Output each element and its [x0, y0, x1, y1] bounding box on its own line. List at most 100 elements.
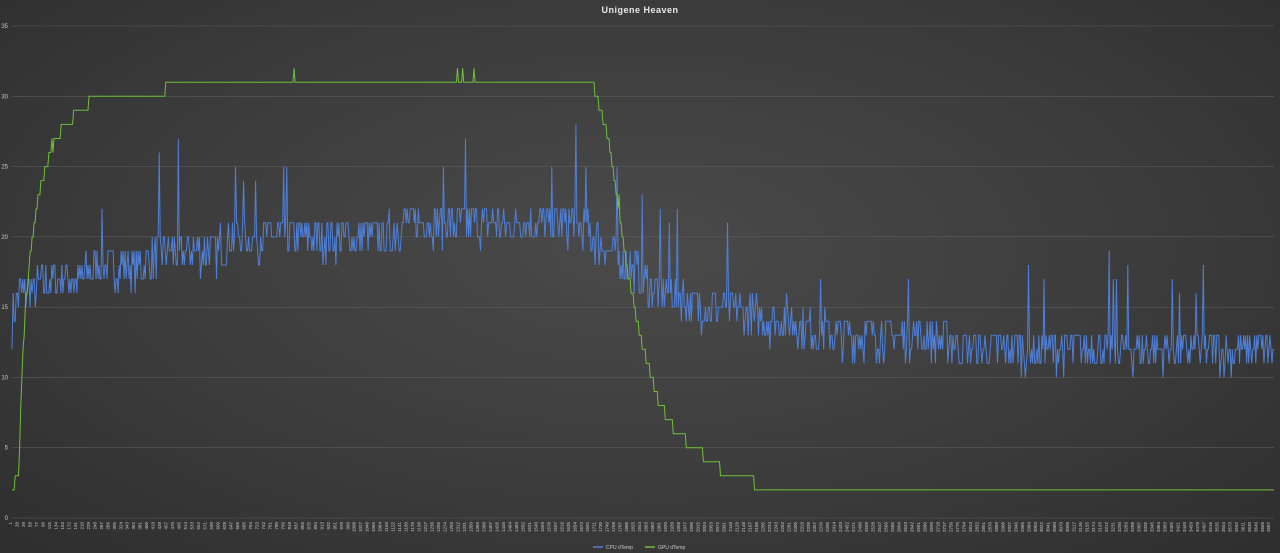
x-tick-label: 609 [216, 522, 221, 530]
x-tick-label: 666 [235, 522, 240, 530]
x-tick-label: 780 [274, 522, 279, 530]
x-tick-label: 2129 [734, 522, 739, 533]
x-tick-label: 2547 [877, 522, 882, 533]
x-tick-label: 1730 [598, 522, 603, 533]
x-tick-label: 932 [326, 522, 331, 530]
x-tick-label: 647 [229, 522, 234, 530]
x-tick-label: 3421 [1175, 522, 1180, 533]
x-tick-label: 3364 [1156, 522, 1161, 533]
x-tick-label: 3516 [1208, 522, 1213, 533]
x-tick-label: 3288 [1130, 522, 1135, 533]
x-tick-label: 1198 [417, 522, 422, 532]
x-tick-label: 134 [53, 522, 58, 530]
x-tick-label: 115 [47, 522, 52, 530]
x-tick-label: 2889 [994, 522, 999, 533]
x-tick-label: 229 [86, 522, 91, 530]
x-tick-label: 2737 [942, 522, 947, 533]
x-tick-label: 1578 [546, 522, 551, 533]
x-tick-label: 2167 [747, 522, 752, 533]
x-tick-label: 2205 [760, 522, 765, 533]
x-tick-label: 3402 [1169, 522, 1174, 533]
x-tick-label: 533 [190, 522, 195, 530]
x-tick-label: 362 [131, 522, 136, 530]
y-tick-label: 25 [1, 165, 8, 171]
x-tick-label: 3022 [1039, 522, 1044, 533]
x-tick-label: 3459 [1188, 522, 1193, 533]
x-tick-label: 1388 [481, 522, 486, 533]
x-tick-label: 2072 [715, 522, 720, 533]
x-tick-label: 1825 [631, 522, 636, 533]
x-tick-label: 2243 [773, 522, 778, 533]
x-tick-label: 2281 [786, 522, 791, 533]
x-tick-label: 305 [112, 522, 117, 530]
x-tick-label: 2224 [767, 522, 772, 533]
x-tick-label: 875 [306, 522, 311, 530]
x-tick-label: 818 [287, 522, 292, 530]
x-tick-label: 210 [79, 522, 84, 530]
x-tick-label: 2357 [812, 522, 817, 533]
x-tick-label: 2699 [929, 522, 934, 533]
x-tick-label: 324 [118, 522, 123, 530]
x-tick-label: 3554 [1221, 522, 1226, 533]
x-tick-label: 20 [14, 522, 19, 528]
x-tick-label: 1065 [371, 522, 376, 533]
x-tick-label: 2528 [871, 522, 876, 533]
x-tick-label: 1654 [572, 522, 577, 533]
x-tick-label: 58 [27, 522, 32, 528]
x-tick-label: 1920 [663, 522, 668, 533]
x-tick-label: 1483 [514, 522, 519, 533]
x-tick-label: 476 [170, 522, 175, 530]
x-axis-ticks: 1 20 39 58 77 96 115 134 153 172 191 210 229 248 267 28… [8, 522, 1271, 533]
x-tick-label: 3649 [1253, 522, 1258, 533]
x-tick-label: 552 [196, 522, 201, 530]
x-tick-label: 1616 [559, 522, 564, 533]
x-tick-label: 3326 [1143, 522, 1148, 533]
x-tick-label: 989 [345, 522, 350, 530]
x-tick-label: 1141 [397, 522, 402, 532]
x-tick-label: 2186 [754, 522, 759, 533]
x-tick-label: 2642 [910, 522, 915, 533]
y-tick-label: 20 [1, 235, 8, 241]
x-tick-label: 2984 [1026, 522, 1031, 533]
x-tick-label: 267 [99, 522, 104, 530]
y-tick-label: 30 [1, 94, 8, 100]
x-tick-label: 2338 [806, 522, 811, 533]
x-tick-label: 1369 [475, 522, 480, 533]
x-tick-label: 2680 [922, 522, 927, 533]
x-tick-label: 1445 [501, 522, 506, 533]
x-tick-label: 1255 [436, 522, 441, 533]
x-tick-label: 2300 [793, 522, 798, 533]
x-tick-label: 1939 [670, 522, 675, 533]
x-tick-label: 3307 [1137, 522, 1142, 533]
x-tick-label: 2148 [741, 522, 746, 533]
x-tick-label: 2452 [845, 522, 850, 533]
x-tick-label: 1084 [378, 522, 383, 533]
x-tick-label: 3117 [1072, 522, 1077, 532]
x-tick-label: 970 [339, 522, 344, 530]
x-tick-label: 1350 [468, 522, 473, 533]
x-tick-label: 894 [313, 522, 318, 530]
x-tick-label: 3383 [1162, 522, 1167, 533]
x-tick-label: 3269 [1124, 522, 1129, 533]
x-tick-label: 1236 [430, 522, 435, 533]
x-tick-label: 153 [60, 522, 65, 530]
x-tick-label: 2319 [799, 522, 804, 533]
x-tick-label: 2091 [721, 522, 726, 533]
x-tick-label: 2661 [916, 522, 921, 533]
x-tick-label: 3174 [1091, 522, 1096, 533]
x-tick-label: 438 [157, 522, 162, 530]
x-tick-label: 191 [73, 522, 78, 530]
x-tick-label: 514 [183, 522, 188, 530]
x-tick-label: 3060 [1052, 522, 1057, 533]
x-tick-label: 3440 [1182, 522, 1187, 533]
x-tick-label: 1122 [391, 522, 396, 532]
x-tick-label: 1711 [592, 522, 597, 532]
x-tick-label: 2908 [1000, 522, 1005, 533]
y-tick-label: 5 [5, 446, 9, 452]
x-tick-label: 742 [261, 522, 266, 530]
x-tick-label: 1179 [410, 522, 415, 532]
x-tick-label: 1882 [650, 522, 655, 533]
x-tick-label: 248 [92, 522, 97, 530]
x-tick-label: 172 [66, 522, 71, 530]
